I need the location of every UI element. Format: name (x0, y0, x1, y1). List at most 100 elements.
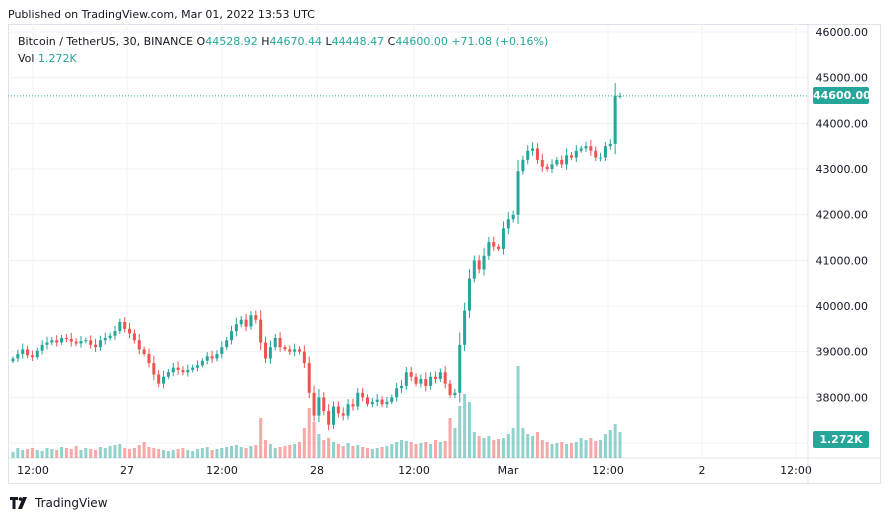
volume-bar (40, 451, 44, 458)
candle-body (278, 337, 282, 348)
candle-body (142, 349, 146, 354)
volume-bar (26, 449, 30, 458)
candle-body (463, 310, 467, 345)
candle-body (550, 164, 554, 169)
x-tick-label: 27 (120, 464, 134, 477)
volume-bar (424, 442, 428, 458)
candle-body (574, 150, 578, 158)
candle-body (365, 397, 369, 405)
candle-body (268, 347, 272, 359)
candle-body (35, 350, 39, 358)
volume-bar (21, 450, 25, 458)
price-chart[interactable]: 46000.00 45000.00 44000.00 43000.00 42000.00… (8, 24, 881, 484)
chart-legend: Bitcoin / TetherUS, 30, BINANCE O44528.9… (18, 35, 548, 48)
volume-bar (599, 440, 603, 458)
candle-body (191, 367, 195, 370)
candle-body (453, 392, 457, 396)
candle-body (594, 150, 598, 158)
legend-close: 44600.00 (395, 35, 448, 48)
x-tick-label: 28 (310, 464, 324, 477)
volume-bar (409, 442, 413, 458)
candle-body (113, 331, 117, 336)
volume-bar (375, 448, 379, 458)
candle-body (69, 338, 73, 342)
volume-bar (55, 450, 59, 458)
y-tick-label: 42000.00 (816, 209, 869, 222)
candle-body (443, 372, 447, 384)
volume-bar (560, 442, 564, 458)
tradingview-brand: TradingView (35, 496, 108, 510)
candle-body (599, 157, 603, 159)
candle-body (511, 214, 515, 220)
y-tick-label: 44000.00 (816, 117, 869, 130)
legend-symbol[interactable]: Bitcoin / TetherUS, 30, BINANCE (18, 35, 194, 48)
y-tick-label: 39000.00 (816, 346, 869, 359)
volume-bar (191, 451, 195, 458)
x-tick-label: 12:00 (398, 464, 430, 477)
candle-body (220, 347, 224, 354)
candle-body (249, 315, 253, 327)
candle-body (103, 337, 107, 341)
candle-body (16, 353, 20, 359)
volume-bar (521, 428, 525, 458)
volume-bar (137, 445, 141, 458)
volume-bar (594, 441, 598, 458)
x-tick-label: 12:00 (592, 464, 624, 477)
y-tick-label: 41000.00 (816, 254, 869, 267)
volume-bar (79, 450, 83, 458)
volume-bar (132, 448, 136, 458)
candle-body (123, 321, 127, 329)
volume-bar (128, 449, 132, 458)
candle-body (506, 219, 510, 229)
candle-body (30, 355, 34, 358)
candle-body (317, 397, 321, 416)
candle-body (230, 331, 234, 341)
volume-bar (288, 445, 292, 458)
volume-bar (244, 448, 248, 458)
legend-low-label: L (325, 35, 332, 48)
candle-body (399, 385, 403, 389)
candle-body (259, 319, 263, 343)
candle-body (458, 344, 462, 393)
volume-bar (574, 442, 578, 458)
x-tick-label: 12:00 (17, 464, 49, 477)
volume-bar (259, 418, 263, 458)
volume-bar (370, 449, 374, 458)
volume-label: Vol (18, 52, 35, 65)
volume-bar (302, 428, 306, 458)
volume-bar (171, 450, 175, 458)
candle-body (210, 356, 214, 359)
candle-body (482, 255, 486, 270)
volume-bar (535, 432, 539, 458)
x-tick-label: 12:00 (206, 464, 238, 477)
candle-body (297, 349, 302, 352)
candle-body (132, 333, 136, 341)
legend-low: 44448.47 (331, 35, 385, 48)
volume-bar (555, 443, 559, 458)
volume-legend: Vol 1.272K (18, 52, 77, 65)
volume-bar (45, 448, 49, 458)
candle-body (414, 376, 418, 384)
volume-bar (482, 438, 486, 458)
candle-body (390, 397, 394, 402)
volume-bar (390, 444, 394, 458)
candle-body (152, 363, 156, 375)
volume-bar (118, 444, 122, 458)
candle-body (64, 337, 68, 339)
candle-body (40, 344, 44, 351)
volume-bar (463, 394, 467, 458)
volume-bar (74, 446, 78, 458)
candle-body (205, 356, 209, 361)
volume-bar (254, 445, 258, 458)
volume-bar (94, 450, 98, 458)
candle-body (244, 319, 248, 327)
candle-body (45, 342, 49, 345)
volume-bar (166, 451, 170, 458)
volume-bar (268, 444, 272, 458)
tradingview-logo[interactable]: TradingView (10, 496, 108, 510)
volume-bar (501, 438, 505, 458)
volume-bar (297, 442, 302, 458)
volume-bar (50, 449, 54, 458)
candle-body (341, 413, 345, 416)
volume-bar (283, 446, 287, 458)
